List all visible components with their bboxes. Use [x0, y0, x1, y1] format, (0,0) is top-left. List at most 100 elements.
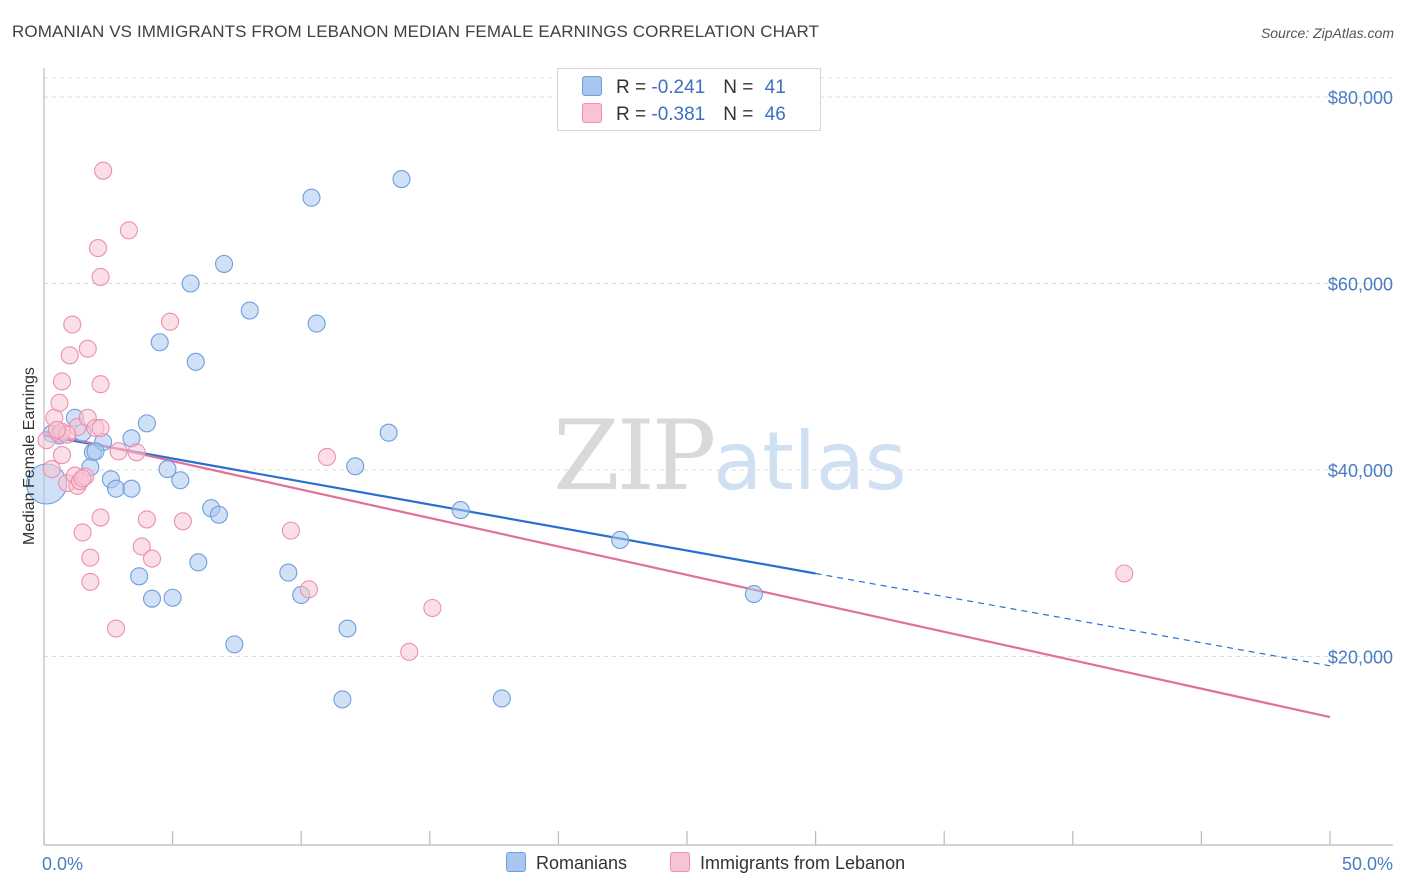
romanian-point — [186, 352, 205, 371]
x-tick-label: 0.0% — [42, 854, 83, 874]
y-tick-label: $60,000 — [1328, 275, 1393, 295]
romanian-point — [338, 619, 357, 638]
romanian-point — [171, 471, 190, 490]
romanian-point — [181, 274, 200, 293]
y-tick-label: $40,000 — [1328, 461, 1393, 481]
romanian-trend-line — [43, 434, 816, 575]
bottom-legend-romanians[interactable]: Romanians — [506, 852, 627, 874]
bottom-legend-label-romanians: Romanians — [536, 853, 628, 873]
lebanon-point — [109, 442, 128, 461]
lebanon-point — [81, 572, 100, 591]
lebanon-point — [132, 537, 151, 556]
bottom-legend-label-lebanon: Immigrants from Lebanon — [700, 853, 906, 873]
romanian-point — [163, 588, 182, 607]
romanian-point — [279, 563, 298, 582]
zipatlas-watermark: ZIPatlas — [553, 400, 907, 512]
romanian-point — [142, 589, 162, 608]
lebanon-point — [160, 312, 180, 331]
romanian-point — [225, 635, 244, 654]
watermark-zip: ZIP — [553, 400, 716, 512]
lebanon-point — [60, 346, 79, 365]
x-tick-label: 50.0% — [1342, 854, 1393, 874]
lebanon-point — [91, 375, 110, 394]
legend-row-romanians: R = -0.241 N = 41 — [582, 76, 786, 100]
romanian-point — [150, 333, 169, 352]
grid-layer — [44, 77, 1393, 657]
romanian-point — [392, 170, 411, 189]
y-tick-label: $20,000 — [1328, 648, 1393, 668]
watermark-atlas: atlas — [713, 415, 907, 508]
lebanon-point — [73, 523, 92, 542]
lebanon-point — [423, 598, 442, 618]
lebanon-point — [91, 418, 110, 438]
lebanon-point — [173, 512, 192, 531]
y-tick-label: $80,000 — [1328, 88, 1393, 108]
axis-layer — [43, 68, 1393, 846]
romanian-point — [106, 479, 126, 498]
legend-r-value: -0.381 — [651, 104, 706, 125]
legend-n-value: 46 — [764, 104, 786, 125]
legend-r-label: R = — [616, 77, 652, 98]
lebanon-point — [91, 508, 110, 527]
lebanon-point — [119, 221, 138, 240]
legend-r-value: -0.241 — [651, 77, 706, 98]
lebanon-point — [47, 420, 66, 439]
legend-n-label: N = — [723, 77, 759, 98]
romanian-point — [492, 689, 511, 708]
lebanon-point — [127, 443, 146, 462]
lebanon-point — [91, 267, 110, 287]
legend-r-label: R = — [616, 104, 652, 125]
bottom-legend-swatch-romanians — [506, 852, 526, 872]
romanian-point — [189, 553, 208, 572]
chart-title: ROMANIAN VS IMMIGRANTS FROM LEBANON MEDI… — [12, 22, 820, 41]
label-layer: $20,000 $40,000 $60,000 $80,000 0.0% 50.0% Med… — [21, 88, 1393, 874]
legend-row-lebanon: R = -0.381 N = 46 — [582, 103, 786, 127]
romanian-point — [346, 457, 365, 476]
legend-swatch-lebanon — [582, 103, 602, 123]
romanian-point — [86, 442, 105, 461]
romanian-point — [307, 314, 326, 333]
romanian-point — [744, 584, 763, 604]
romanian-point — [379, 423, 398, 442]
lebanon-point — [81, 548, 100, 567]
romanian-point — [451, 501, 470, 520]
bottom-legend-lebanon[interactable]: Immigrants from Lebanon — [670, 852, 905, 874]
lebanon-point — [42, 460, 61, 479]
lebanon-point — [400, 642, 419, 661]
bottom-legend-swatch-lebanon — [670, 852, 690, 872]
lebanon-point — [1115, 564, 1134, 583]
trend-layer — [43, 431, 1331, 719]
lebanon-point — [78, 339, 97, 358]
chart-source: Source: ZipAtlas.com — [1260, 25, 1394, 41]
lebanon-point — [52, 372, 72, 391]
romanian-point — [302, 188, 321, 207]
lebanon-point — [281, 521, 300, 540]
lebanon-point — [137, 510, 156, 529]
romanian-point — [130, 567, 149, 586]
lebanon-point — [142, 549, 162, 568]
romanian-point — [158, 460, 177, 479]
romanian-point — [240, 301, 259, 320]
romanian-point — [333, 690, 352, 709]
lebanon-point — [50, 393, 69, 412]
y-axis-label: Median Female Earnings — [21, 367, 38, 545]
romanian-point — [209, 505, 228, 524]
lebanon-point — [106, 619, 126, 638]
legend-swatch-romanians — [582, 76, 602, 96]
lebanon-point — [88, 239, 108, 258]
lebanon-point — [299, 580, 318, 599]
lebanon-trend-line — [43, 431, 1331, 719]
lebanon-point — [63, 315, 82, 334]
legend-n-value: 41 — [764, 77, 786, 98]
lebanon-point — [317, 447, 336, 466]
romanian-point — [122, 479, 141, 498]
lebanon-point — [73, 469, 92, 488]
points-layer — [26, 161, 1134, 709]
correlation-legend: R = -0.241 N = 41 R = -0.381 N = 46 — [557, 68, 821, 131]
legend-n-label: N = — [723, 104, 759, 125]
lebanon-point — [94, 161, 113, 180]
romanian-point — [611, 530, 630, 549]
lebanon-point — [52, 446, 72, 465]
romanian-point — [214, 254, 234, 273]
